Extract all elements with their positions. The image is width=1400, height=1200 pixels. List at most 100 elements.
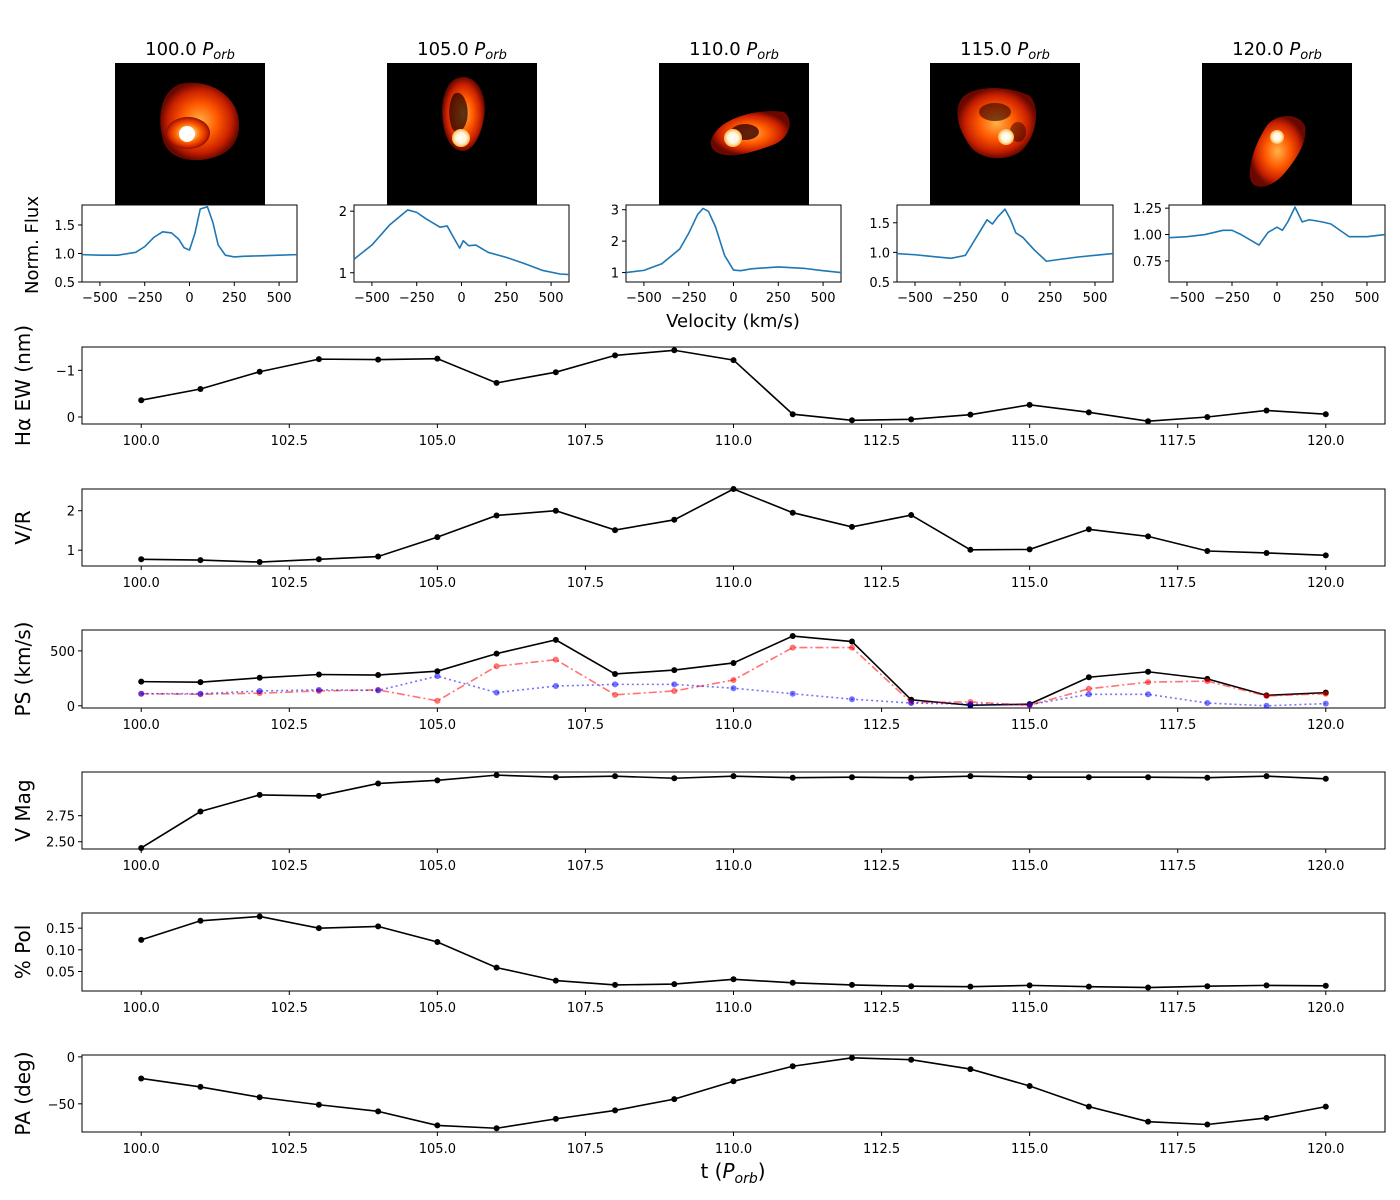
data-point xyxy=(1026,774,1033,781)
x-tick-label: 115.0 xyxy=(1011,1001,1048,1016)
data-point xyxy=(197,386,204,392)
disk-image-5 xyxy=(1202,63,1352,205)
data-point xyxy=(908,700,915,707)
data-point xyxy=(138,556,145,563)
x-tick-label: −250 xyxy=(942,291,978,306)
x-tick-label: 102.5 xyxy=(271,1001,308,1016)
panel-titles: 100.0 Porb 105.0 Porb 110.0 Porb 115.0 P… xyxy=(145,39,1322,63)
data-point xyxy=(1322,552,1329,559)
x-tick-label: 110.0 xyxy=(715,434,752,449)
x-tick-label: 0 xyxy=(1001,291,1009,306)
x-tick-label: 500 xyxy=(1355,291,1380,306)
data-point xyxy=(552,1115,559,1122)
x-tick-label: 117.5 xyxy=(1159,859,1196,874)
data-point xyxy=(1026,546,1033,553)
data-point xyxy=(1204,678,1211,685)
data-point xyxy=(612,352,619,359)
x-tick-label: −500 xyxy=(82,291,118,306)
disk-image-2 xyxy=(387,63,537,205)
data-point xyxy=(1263,549,1270,556)
x-tick-label: 0 xyxy=(1273,291,1281,306)
x-tick-label: 102.5 xyxy=(271,434,308,449)
chart-vr: 100.0 102.5 105.0 107.5 110.0 112.5 115.0 117.5… xyxy=(11,486,1386,591)
data-point xyxy=(256,913,263,920)
spectrum-line xyxy=(896,208,1114,263)
data-point xyxy=(1204,547,1211,554)
spectrum-line xyxy=(81,205,298,258)
x-tick-label: 110.0 xyxy=(715,1001,752,1016)
data-point xyxy=(375,687,382,694)
y-axis-label: PA (deg) xyxy=(11,1051,35,1135)
data-point xyxy=(1026,982,1033,989)
data-point xyxy=(612,670,619,677)
x-tick-label: 115.0 xyxy=(1011,859,1048,874)
data-point xyxy=(256,674,263,681)
data-point xyxy=(138,844,145,851)
data-point xyxy=(256,559,263,566)
data-point xyxy=(1263,407,1270,414)
x-tick-label: −500 xyxy=(897,291,933,306)
data-point xyxy=(1322,775,1329,782)
x-tick-label: 100.0 xyxy=(123,859,160,874)
data-point xyxy=(671,516,678,523)
y-tick-label: 1.00 xyxy=(1133,229,1162,244)
data-point xyxy=(967,1066,974,1073)
axes-frame xyxy=(81,204,298,283)
data-point xyxy=(434,534,441,541)
data-point xyxy=(552,507,559,514)
data-point xyxy=(612,1107,619,1114)
x-tick-label: 107.5 xyxy=(567,434,604,449)
data-point xyxy=(789,979,796,986)
y-tick-label: 2.50 xyxy=(46,836,75,851)
x-tick-label: 120.0 xyxy=(1307,1142,1344,1157)
data-point xyxy=(967,983,974,990)
x-tick-label: 250 xyxy=(494,291,519,306)
data-point xyxy=(493,512,500,519)
data-point xyxy=(434,939,441,946)
x-tick-label: 120.0 xyxy=(1307,434,1344,449)
data-point xyxy=(552,977,559,984)
y-tick-label: 1 xyxy=(611,267,619,282)
x-tick-label: −500 xyxy=(626,291,662,306)
data-point xyxy=(967,411,974,418)
x-tick-label: 105.0 xyxy=(419,859,456,874)
data-point xyxy=(789,411,796,418)
chart-vmag: 100.0 102.5 105.0 107.5 110.0 112.5 115.0 117.5… xyxy=(11,771,1386,874)
x-tick-label: 112.5 xyxy=(863,1142,900,1157)
x-tick-label: 115.0 xyxy=(1011,434,1048,449)
data-point xyxy=(1322,411,1329,418)
data-point xyxy=(434,673,441,680)
data-point xyxy=(789,633,796,640)
data-point xyxy=(197,690,204,697)
x-tick-label: 117.5 xyxy=(1159,1142,1196,1157)
data-point xyxy=(1204,1121,1211,1128)
spectra-y-label: Norm. Flux xyxy=(22,196,43,294)
data-point xyxy=(730,1078,737,1085)
y-tick-label: 1 xyxy=(339,267,347,282)
data-point xyxy=(1322,690,1329,697)
x-tick-label: 112.5 xyxy=(863,859,900,874)
x-tick-label: 105.0 xyxy=(419,1142,456,1157)
x-tick-label: 120.0 xyxy=(1307,859,1344,874)
x-tick-label: 107.5 xyxy=(567,1001,604,1016)
data-point xyxy=(256,1094,263,1101)
data-point xyxy=(612,527,619,534)
y-tick-label: 0 xyxy=(67,1051,75,1066)
y-tick-label: 1.0 xyxy=(869,246,890,261)
data-point xyxy=(1145,679,1152,686)
x-tick-label: 120.0 xyxy=(1307,576,1344,591)
x-tick-label: 100.0 xyxy=(123,434,160,449)
x-tick-label: 107.5 xyxy=(567,1142,604,1157)
x-tick-label: 117.5 xyxy=(1159,1001,1196,1016)
x-tick-label: 500 xyxy=(811,291,836,306)
data-point xyxy=(730,486,737,492)
data-point xyxy=(1263,702,1270,709)
data-point xyxy=(315,556,322,563)
x-tick-label: 107.5 xyxy=(567,859,604,874)
data-point xyxy=(1263,692,1270,699)
data-point xyxy=(434,355,441,362)
data-point xyxy=(256,791,263,798)
data-point xyxy=(256,368,263,375)
